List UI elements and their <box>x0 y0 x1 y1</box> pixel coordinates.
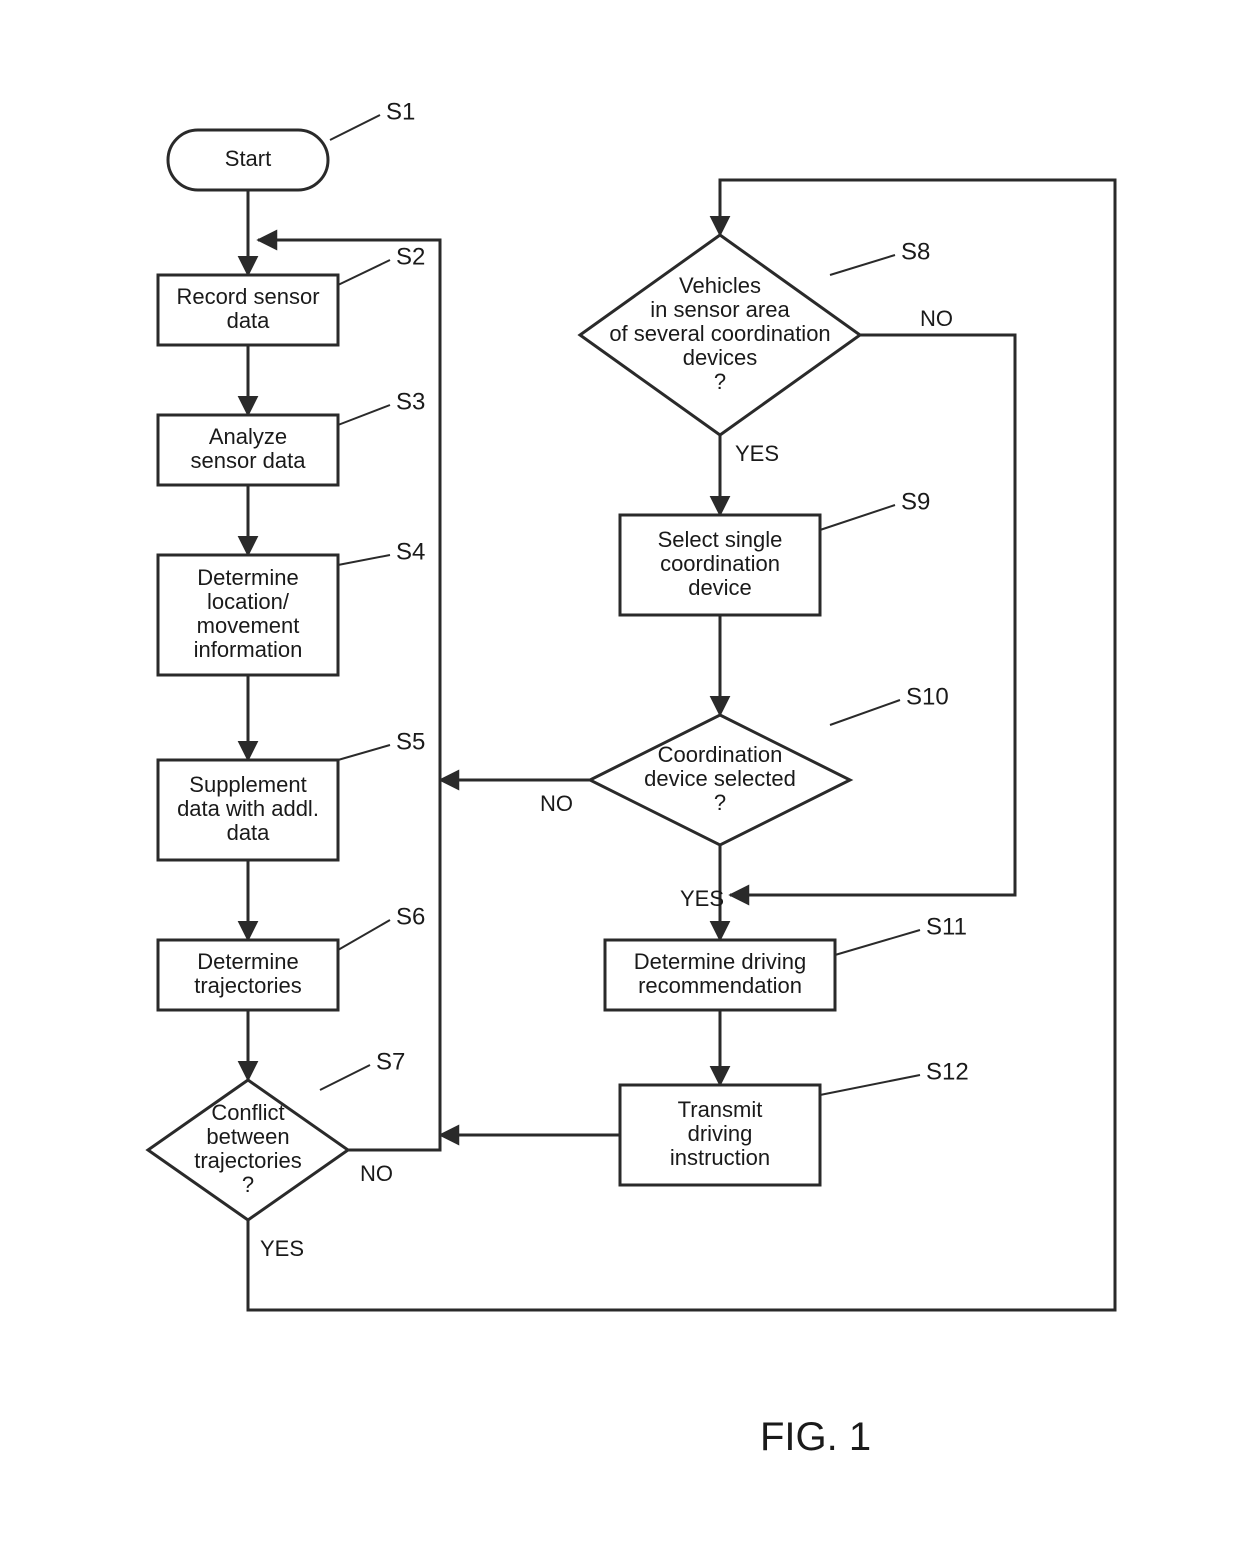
node-text: in sensor area <box>650 297 790 322</box>
leader-line <box>820 1075 920 1095</box>
edge <box>258 240 440 1150</box>
node-text: location/ <box>207 589 290 614</box>
node-text: Vehicles <box>679 273 761 298</box>
node-text: Transmit <box>678 1097 763 1122</box>
leader-line <box>835 930 920 955</box>
node-text: of several coordination <box>609 321 830 346</box>
node-S2: Record sensordata <box>158 275 338 345</box>
leader-line <box>330 115 380 140</box>
step-label: S3 <box>396 388 425 415</box>
edge-label: NO <box>360 1161 393 1186</box>
edge-label: YES <box>680 886 724 911</box>
step-label: S12 <box>926 1058 969 1085</box>
node-text: data <box>227 308 271 333</box>
node-text: instruction <box>670 1145 770 1170</box>
node-text: Coordination <box>658 742 783 767</box>
figure-caption: FIG. 1 <box>760 1415 871 1459</box>
node-text: data with addl. <box>177 796 319 821</box>
node-text: recommendation <box>638 973 802 998</box>
node-S10: Coordinationdevice selected? <box>590 715 850 845</box>
node-text: ? <box>714 369 726 394</box>
node-S1: Start <box>168 130 328 190</box>
leader-line <box>338 745 390 760</box>
node-S8: Vehiclesin sensor areaof several coordin… <box>580 235 860 435</box>
step-label: S5 <box>396 728 425 755</box>
node-text: Analyze <box>209 424 287 449</box>
leader-line <box>830 700 900 725</box>
node-text: Determine <box>197 949 298 974</box>
node-text: Select single <box>658 527 783 552</box>
node-S6: Determinetrajectories <box>158 940 338 1010</box>
node-text: Determine <box>197 565 298 590</box>
node-S4: Determinelocation/movementinformation <box>158 555 338 675</box>
flowchart-canvas: YESNOYESNOYESNOStartS1Record sensordataS… <box>0 0 1240 1548</box>
step-label: S6 <box>396 903 425 930</box>
node-text: Start <box>225 146 271 171</box>
node-text: data <box>227 820 271 845</box>
node-text: driving <box>688 1121 753 1146</box>
leader-line <box>338 555 390 565</box>
node-text: Supplement <box>189 772 306 797</box>
leader-line <box>830 255 895 275</box>
step-label: S7 <box>376 1048 405 1075</box>
node-text: device selected <box>644 766 796 791</box>
node-text: devices <box>683 345 758 370</box>
step-label: S9 <box>901 488 930 515</box>
edge-label: YES <box>260 1236 304 1261</box>
node-text: device <box>688 575 752 600</box>
node-S9: Select singlecoordinationdevice <box>620 515 820 615</box>
node-text: information <box>194 637 303 662</box>
node-text: Conflict <box>211 1100 284 1125</box>
edge-label: YES <box>735 441 779 466</box>
edge-label: NO <box>540 791 573 816</box>
leader-line <box>820 505 895 530</box>
leader-line <box>338 260 390 285</box>
node-text: Determine driving <box>634 949 806 974</box>
node-S7: Conflictbetweentrajectories? <box>148 1080 348 1220</box>
node-text: movement <box>197 613 300 638</box>
leader-line <box>338 920 390 950</box>
node-text: sensor data <box>191 448 307 473</box>
step-label: S2 <box>396 243 425 270</box>
step-label: S10 <box>906 683 949 710</box>
node-S12: Transmitdrivinginstruction <box>620 1085 820 1185</box>
node-S11: Determine drivingrecommendation <box>605 940 835 1010</box>
node-text: trajectories <box>194 973 302 998</box>
node-text: ? <box>714 790 726 815</box>
node-S5: Supplementdata with addl.data <box>158 760 338 860</box>
node-text: Record sensor <box>176 284 319 309</box>
node-S3: Analyzesensor data <box>158 415 338 485</box>
leader-line <box>320 1065 370 1090</box>
edge-label: NO <box>920 306 953 331</box>
leader-line <box>338 405 390 425</box>
step-label: S4 <box>396 538 425 565</box>
node-text: between <box>206 1124 289 1149</box>
step-label: S11 <box>926 913 967 940</box>
node-text: coordination <box>660 551 780 576</box>
step-label: S8 <box>901 238 930 265</box>
node-text: ? <box>242 1172 254 1197</box>
step-label: S1 <box>386 98 415 125</box>
node-text: trajectories <box>194 1148 302 1173</box>
